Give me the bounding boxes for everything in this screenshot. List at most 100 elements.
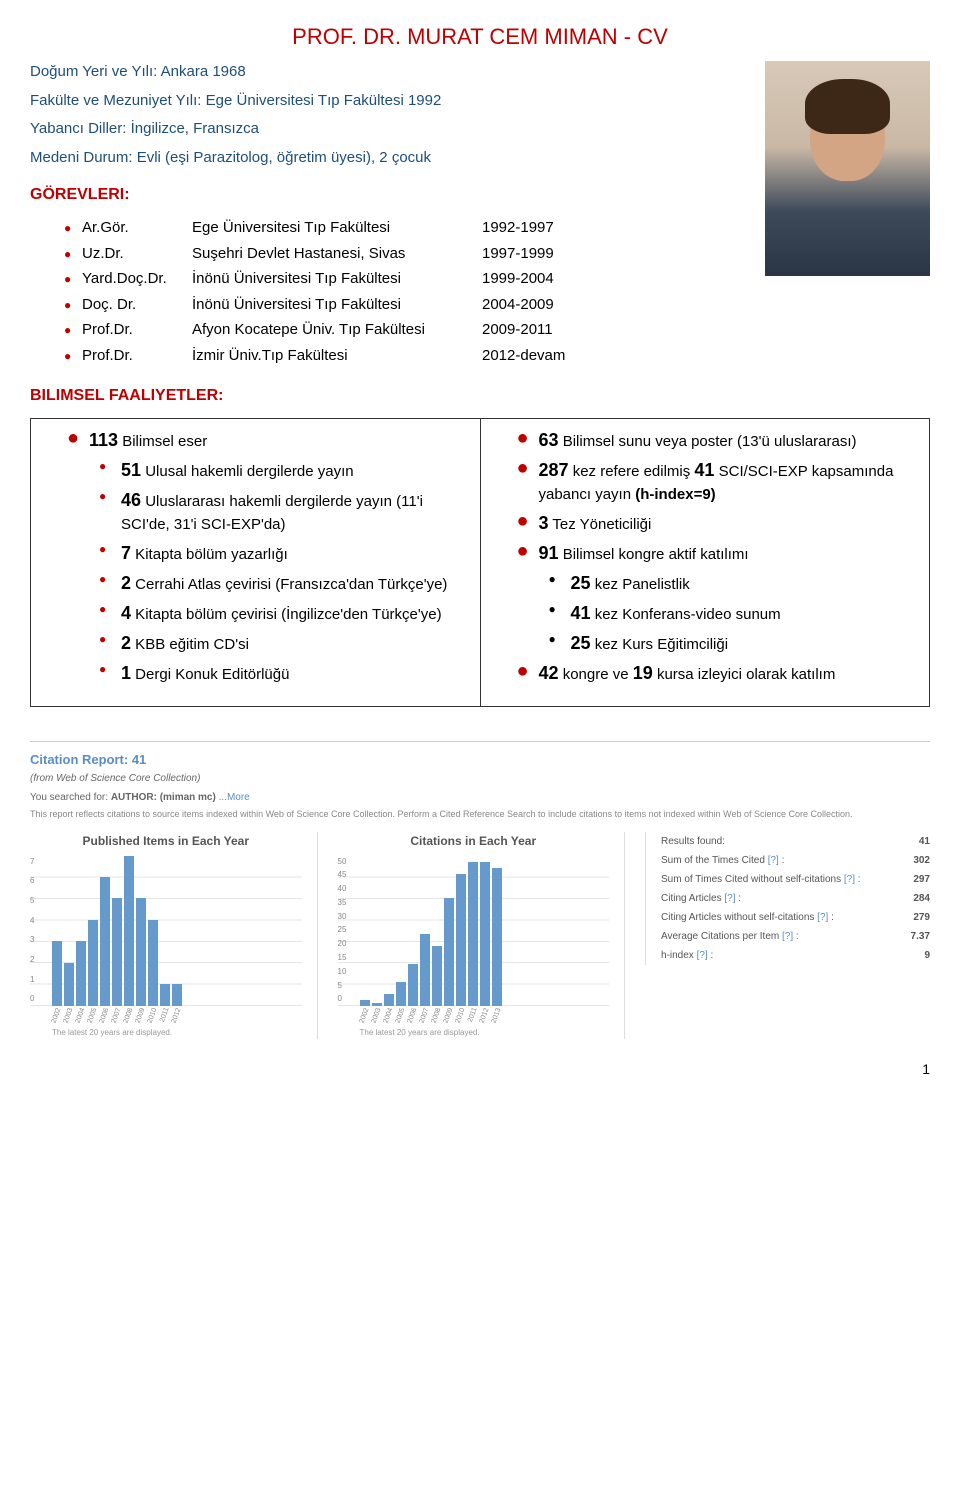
- faculty-label: Fakülte ve Mezuniyet Yılı:: [30, 92, 201, 109]
- activity-item: ●91 Bilimsel kongre aktif katılımı: [517, 540, 922, 567]
- chart-bar: [432, 946, 442, 1006]
- activity-item: ●25 kez Kurs Eğitimciliği: [549, 630, 922, 657]
- activity-text: 2 KBB eğitim CD'si: [121, 630, 472, 657]
- stat-value: 284: [913, 891, 930, 906]
- activity-item: ●1 Dergi Konuk Editörlüğü: [99, 660, 472, 687]
- chart2-title: Citations in Each Year: [338, 832, 610, 850]
- bullet-icon: ●: [517, 427, 539, 449]
- chart2: 05101520253035404550: [338, 856, 610, 1006]
- chart-bar: [148, 920, 158, 1006]
- position-row: ●Prof.Dr.Afyon Kocatepe Üniv. Tıp Fakült…: [64, 319, 745, 342]
- activity-item: ●41 kez Konferans-video sunum: [549, 600, 922, 627]
- positions-list: ●Ar.Gör.Ege Üniversitesi Tıp Fakültesi19…: [64, 217, 745, 367]
- activity-text: 42 kongre ve 19 kursa izleyici olarak ka…: [539, 660, 922, 687]
- stat-row: Average Citations per Item [?] :7.37: [661, 927, 930, 946]
- activity-text: 41 kez Konferans-video sunum: [571, 600, 922, 627]
- position-row: ●Prof.Dr.İzmir Üniv.Tıp Fakültesi2012-de…: [64, 345, 745, 368]
- chart-bar: [492, 868, 502, 1006]
- stat-row: Results found: 41: [661, 832, 930, 851]
- activity-item: ●2 Cerrahi Atlas çevirisi (Fransızca'dan…: [99, 570, 472, 597]
- chart-bar: [480, 862, 490, 1006]
- faculty-value: Ege Üniversitesi Tıp Fakültesi 1992: [206, 92, 442, 109]
- chart-bar: [456, 874, 466, 1006]
- stat-row: Citing Articles [?] : 284: [661, 889, 930, 908]
- citation-title: Citation Report: 41: [30, 750, 930, 770]
- citation-search: You searched for: AUTHOR: (miman mc) ...…: [30, 790, 930, 805]
- marital-value: Evli (eşi Parazitolog, öğretim üyesi), 2…: [137, 149, 431, 166]
- chart-bar: [420, 934, 430, 1006]
- activities-left-cell: ●113 Bilimsel eser●51 Ulusal hakemli der…: [31, 419, 481, 707]
- stat-label: Results found:: [661, 834, 725, 849]
- chart1-xaxis: 2002200320042005200620072008200920102011…: [30, 1008, 302, 1024]
- bullet-icon: ●: [549, 600, 571, 619]
- bullet-icon: ●: [99, 457, 121, 476]
- profile-photo: [765, 61, 930, 276]
- lang-label: Yabancı Diller:: [30, 120, 126, 137]
- citations-chart-box: Citations in Each Year 05101520253035404…: [338, 832, 626, 1040]
- chart1-title: Published Items in Each Year: [30, 832, 302, 850]
- chart2-foot: The latest 20 years are displayed.: [360, 1027, 610, 1039]
- stat-label: Citing Articles [?] :: [661, 891, 741, 906]
- chart-bar: [396, 982, 406, 1006]
- search-value: AUTHOR: (miman mc): [111, 792, 216, 803]
- position-title: Uz.Dr.: [82, 243, 192, 266]
- search-label: You searched for:: [30, 792, 108, 803]
- activity-text: 25 kez Kurs Eğitimciliği: [571, 630, 922, 657]
- citation-stats: Results found: 41 Sum of the Times Cited […: [645, 832, 930, 965]
- lang-value: İngilizce, Fransızca: [131, 120, 259, 137]
- stat-value: 9: [924, 948, 930, 963]
- chart-bar: [384, 994, 394, 1006]
- chart-bar: [52, 941, 62, 1005]
- position-years: 1999-2004: [482, 268, 554, 291]
- bullet-icon: ●: [99, 660, 121, 679]
- stat-label: Sum of Times Cited without self-citation…: [661, 872, 861, 887]
- cv-title: PROF. DR. MURAT CEM MIMAN - CV: [30, 20, 930, 53]
- activity-item: ●51 Ulusal hakemli dergilerde yayın: [99, 457, 472, 484]
- activity-item: ●42 kongre ve 19 kursa izleyici olarak k…: [517, 660, 922, 687]
- citation-note: This report reflects citations to source…: [30, 808, 930, 822]
- bullet-icon: ●: [517, 510, 539, 532]
- stat-value: 7.37: [911, 929, 930, 944]
- chart-bar: [124, 856, 134, 1006]
- bullet-icon: ●: [64, 245, 82, 263]
- birth-value: Ankara 1968: [161, 63, 246, 80]
- activity-text: 4 Kitapta bölüm çevirisi (İngilizce'den …: [121, 600, 472, 627]
- bullet-icon: ●: [517, 540, 539, 562]
- position-institution: İzmir Üniv.Tıp Fakültesi: [192, 345, 482, 368]
- stat-value: 279: [913, 910, 930, 925]
- chart-bar: [468, 862, 478, 1006]
- bullet-icon: ●: [549, 630, 571, 649]
- bullet-icon: ●: [64, 270, 82, 288]
- stat-label: Sum of the Times Cited [?] :: [661, 853, 784, 868]
- chart2-xaxis: 2002200320042005200620072008200920102011…: [338, 1008, 610, 1024]
- bullet-icon: ●: [64, 296, 82, 314]
- activity-item: ●4 Kitapta bölüm çevirisi (İngilizce'den…: [99, 600, 472, 627]
- bullet-icon: ●: [517, 457, 539, 479]
- bullet-icon: ●: [64, 321, 82, 339]
- chart1-foot: The latest 20 years are displayed.: [52, 1027, 302, 1039]
- position-title: Doç. Dr.: [82, 294, 192, 317]
- marital-label: Medeni Durum:: [30, 149, 133, 166]
- chart-bar: [372, 1003, 382, 1006]
- more-link[interactable]: ...More: [219, 792, 250, 803]
- activity-text: 7 Kitapta bölüm yazarlığı: [121, 540, 472, 567]
- bullet-icon: ●: [549, 570, 571, 589]
- marital-info: Medeni Durum: Evli (eşi Parazitolog, öğr…: [30, 147, 745, 170]
- position-years: 1992-1997: [482, 217, 554, 240]
- position-institution: Afyon Kocatepe Üniv. Tıp Fakültesi: [192, 319, 482, 342]
- chart2-yaxis: 05101520253035404550: [338, 856, 358, 1006]
- activities-heading: BILIMSEL FAALIYETLER:: [30, 384, 930, 408]
- activity-text: 63 Bilimsel sunu veya poster (13'ü ulusl…: [539, 427, 922, 454]
- stat-value: 41: [919, 834, 930, 849]
- bullet-icon: ●: [67, 427, 89, 449]
- charts-row: Published Items in Each Year 01234567 20…: [30, 832, 930, 1040]
- chart-bar: [360, 1000, 370, 1006]
- faculty-info: Fakülte ve Mezuniyet Yılı: Ege Üniversit…: [30, 90, 745, 113]
- chart-bar: [100, 877, 110, 1006]
- position-row: ●Ar.Gör.Ege Üniversitesi Tıp Fakültesi19…: [64, 217, 745, 240]
- activity-text: 1 Dergi Konuk Editörlüğü: [121, 660, 472, 687]
- position-title: Prof.Dr.: [82, 319, 192, 342]
- position-institution: İnönü Üniversitesi Tıp Fakültesi: [192, 268, 482, 291]
- page-number: 1: [30, 1059, 930, 1080]
- activity-item: ●25 kez Panelistlik: [549, 570, 922, 597]
